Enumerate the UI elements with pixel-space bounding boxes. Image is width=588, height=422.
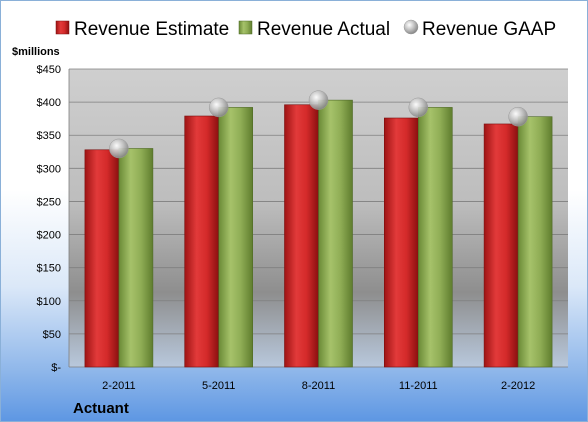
legend-item-revenue-actual: Revenue Actual [238, 19, 390, 40]
x-axis: 2-2011 5-2011 8-2011 11-2011 2-2012 [102, 380, 535, 392]
y-axis: $- $50 $100 $150 $200 $250 $300 $350 $400 $450 [37, 64, 70, 374]
y-tick-label: $100 [37, 296, 61, 308]
gaap-markers [109, 90, 528, 159]
marker-revenue-gaap [408, 97, 429, 118]
bar-revenue-estimate [84, 149, 120, 368]
y-tick-label: $150 [37, 263, 61, 275]
y-tick-label: $200 [37, 230, 61, 242]
bars [84, 99, 553, 368]
bar-revenue-actual [318, 99, 353, 368]
y-axis-unit-label: $millions [12, 46, 60, 58]
marker-revenue-gaap [109, 138, 129, 159]
x-tick-label: 5-2011 [202, 380, 235, 392]
bar-revenue-estimate [483, 123, 519, 368]
bar-revenue-actual [517, 116, 553, 368]
bar-revenue-actual [218, 107, 253, 368]
bar-revenue-estimate [184, 115, 219, 368]
y-tick-label: $250 [37, 196, 61, 208]
company-label: Actuant [73, 400, 129, 417]
bar-revenue-estimate [284, 104, 319, 368]
marker-revenue-gaap [308, 90, 329, 110]
legend-item-revenue-gaap: Revenue GAAP [403, 19, 556, 40]
legend-item-revenue-estimate: Revenue Estimate [55, 19, 229, 40]
x-tick-label: 2-2012 [501, 380, 535, 392]
x-tick-label: 2-2011 [102, 380, 135, 392]
bar-revenue-actual [417, 107, 453, 368]
legend-swatch-revenue-estimate [55, 20, 70, 35]
y-tick-label: $- [51, 362, 61, 374]
legend-marker-revenue-gaap [403, 19, 419, 35]
legend-label-revenue-gaap: Revenue GAAP [422, 19, 556, 40]
y-tick-label: $350 [37, 130, 61, 142]
marker-revenue-gaap [508, 106, 528, 127]
y-tick-label: $400 [37, 97, 61, 109]
y-tick-label: $300 [37, 163, 61, 175]
bar-revenue-estimate [383, 117, 419, 368]
x-tick-label: 8-2011 [302, 380, 335, 392]
legend: Revenue Estimate Revenue Actual Revenue … [55, 19, 556, 40]
y-tick-label: $50 [43, 329, 61, 341]
legend-label-revenue-actual: Revenue Actual [257, 19, 390, 40]
legend-label-revenue-estimate: Revenue Estimate [74, 19, 229, 40]
marker-revenue-gaap [208, 97, 229, 118]
legend-swatch-revenue-actual [238, 20, 253, 35]
bar-revenue-actual [118, 148, 154, 368]
x-tick-label: 11-2011 [399, 380, 438, 392]
y-tick-label: $450 [37, 64, 61, 76]
